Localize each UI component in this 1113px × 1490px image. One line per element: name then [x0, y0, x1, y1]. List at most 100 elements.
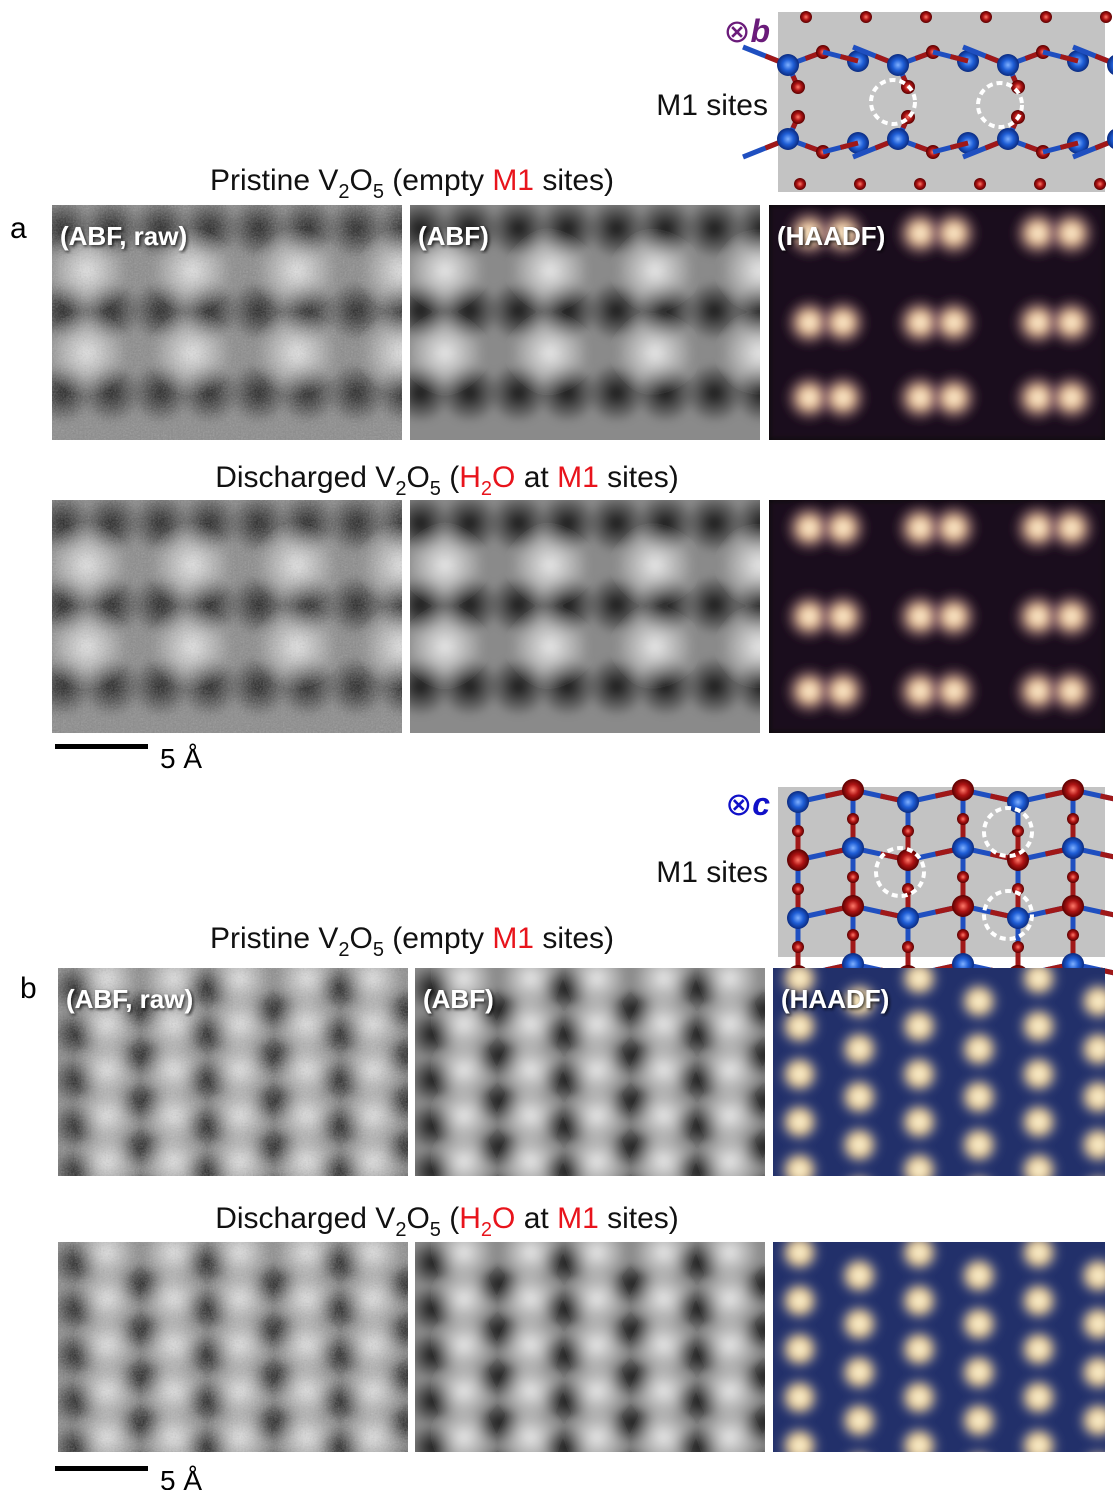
- atom: [952, 895, 974, 917]
- title-segment: O: [349, 922, 372, 955]
- blob: [1015, 1373, 1063, 1421]
- atom: [1107, 54, 1113, 76]
- image-label: (ABF): [418, 221, 489, 251]
- title-segment: O: [492, 1202, 515, 1235]
- blob: [817, 591, 869, 643]
- title-segment: M1: [557, 461, 599, 494]
- title-segment: (: [441, 461, 459, 494]
- title-segment: 2: [395, 1219, 406, 1241]
- atom: [787, 907, 809, 929]
- atom: [1040, 11, 1052, 23]
- micrograph: [52, 1223, 470, 1490]
- blob: [955, 1121, 1003, 1169]
- blob: [1045, 665, 1097, 717]
- row-title: Pristine V2O5 (empty M1 sites): [210, 164, 614, 203]
- title-segment: sites): [534, 164, 614, 197]
- blob: [955, 1348, 1003, 1396]
- scale-label: 5 Å: [160, 1465, 202, 1490]
- atom: [974, 178, 986, 190]
- atom: [897, 907, 919, 929]
- blob: [776, 1373, 824, 1421]
- blob: [1015, 1277, 1063, 1325]
- blob: [817, 297, 869, 349]
- blob: [955, 977, 1003, 1025]
- axis-label: ⊗c: [725, 786, 770, 822]
- atom: [792, 883, 804, 895]
- blobs: [391, 493, 801, 716]
- atom: [897, 791, 919, 813]
- image-label: (ABF): [423, 984, 494, 1014]
- atom: [902, 825, 914, 837]
- atom: [1107, 128, 1113, 150]
- blob: [1015, 1098, 1063, 1146]
- atom: [1007, 849, 1029, 871]
- blob: [776, 1277, 824, 1325]
- title-segment: 5: [430, 478, 441, 500]
- blob: [895, 1373, 943, 1421]
- blob: [510, 607, 590, 687]
- atom: [791, 80, 805, 94]
- atom: [952, 837, 974, 859]
- atom: [842, 837, 864, 859]
- blob: [615, 607, 695, 687]
- title-segment: Pristine V: [210, 922, 338, 955]
- blob: [835, 1025, 883, 1073]
- blob: [510, 525, 590, 605]
- image-label: (HAADF): [781, 984, 889, 1014]
- title-segment: 2: [338, 939, 349, 961]
- blob: [1015, 1050, 1063, 1098]
- atom: [791, 110, 805, 124]
- atom: [792, 941, 804, 953]
- title-segment: H: [459, 1202, 481, 1235]
- title-segment: sites): [599, 1202, 679, 1235]
- title-segment: O: [349, 164, 372, 197]
- row-title: Discharged V2O5 (H2O at M1 sites): [215, 461, 679, 500]
- blob: [1045, 207, 1097, 259]
- atom: [1100, 11, 1112, 23]
- title-segment: M1: [557, 1202, 599, 1235]
- blob: [1015, 1002, 1063, 1050]
- blob: [928, 502, 980, 554]
- blob: [405, 525, 485, 605]
- atom: [952, 779, 974, 801]
- blob: [776, 1098, 824, 1146]
- atom: [957, 929, 969, 941]
- blob: [835, 1397, 883, 1445]
- blob: [1045, 591, 1097, 643]
- atom: [957, 871, 969, 883]
- blob: [776, 1422, 824, 1470]
- blob: [895, 1277, 943, 1325]
- noise: [52, 500, 402, 733]
- atom: [1034, 178, 1046, 190]
- atom: [787, 791, 809, 813]
- panel-label: b: [20, 972, 37, 1005]
- title-segment: 5: [430, 1219, 441, 1241]
- atom: [842, 779, 864, 801]
- blob: [928, 372, 980, 424]
- title-segment: 2: [481, 1219, 492, 1241]
- blob: [1015, 954, 1063, 1002]
- axis-label: ⊗b: [724, 13, 770, 49]
- atom: [1067, 871, 1079, 883]
- title-segment: 5: [373, 939, 384, 961]
- image-label: (HAADF): [777, 221, 885, 251]
- title-segment: O: [406, 1202, 429, 1235]
- title-segment: M1: [492, 164, 534, 197]
- atom: [800, 11, 812, 23]
- blob: [1015, 1229, 1063, 1277]
- atom: [887, 128, 909, 150]
- title-segment: M1: [492, 922, 534, 955]
- blob: [510, 231, 590, 311]
- blob: [835, 1121, 883, 1169]
- micrograph: [33, 493, 443, 733]
- scale-label: 5 Å: [160, 743, 202, 774]
- atom: [1062, 779, 1084, 801]
- image-label: (ABF, raw): [66, 984, 193, 1014]
- crystal-bg: [778, 787, 1105, 957]
- blob: [895, 1422, 943, 1470]
- atom: [787, 849, 809, 871]
- row-title: Pristine V2O5 (empty M1 sites): [210, 922, 614, 961]
- atom: [1012, 825, 1024, 837]
- atom: [997, 128, 1019, 150]
- blob: [835, 1252, 883, 1300]
